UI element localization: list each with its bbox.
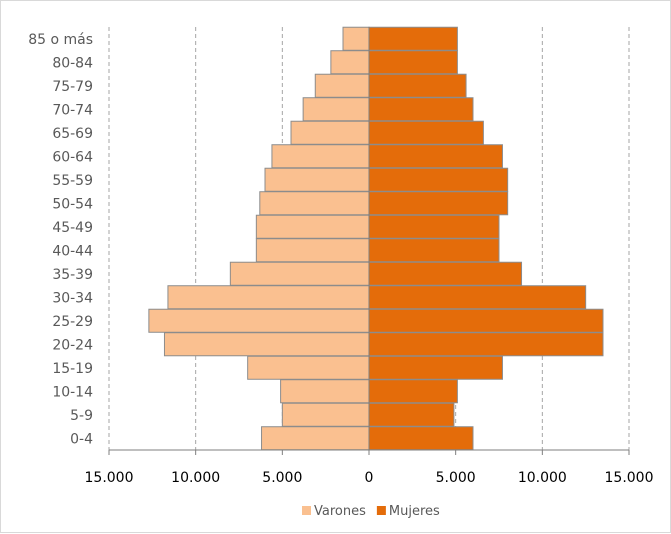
bar-mujeres-35-39	[368, 261, 523, 286]
varones-bars	[148, 26, 370, 451]
bar-varones-65-69	[290, 120, 370, 145]
x-tick-label: 10.000	[171, 470, 220, 486]
bar-mujeres-70-74	[368, 97, 474, 122]
category-label: 35-39	[52, 267, 93, 283]
category-label: 0-4	[70, 431, 93, 447]
bar-varones-25-29	[148, 308, 370, 333]
bar-mujeres-10-14	[368, 379, 458, 404]
category-label: 45-49	[52, 220, 93, 236]
category-label: 85 o más	[28, 32, 93, 48]
category-label: 50-54	[52, 196, 93, 212]
category-label: 25-29	[52, 314, 93, 330]
bar-varones-35-39	[229, 261, 370, 286]
category-label: 15-19	[52, 361, 93, 377]
category-label: 60-64	[52, 149, 93, 165]
bar-mujeres-15-19	[368, 355, 503, 380]
bar-varones-40-44	[255, 238, 370, 263]
bar-mujeres-5-9	[368, 402, 455, 427]
bar-varones-20-24	[163, 332, 370, 357]
bar-varones-60-64	[271, 144, 370, 169]
mujeres-bars	[368, 26, 604, 451]
bar-varones-30-34	[167, 285, 370, 310]
bar-varones-10-14	[280, 379, 370, 404]
bar-mujeres-80-84	[368, 50, 458, 75]
category-label: 75-79	[52, 79, 93, 95]
bar-mujeres-0-4	[368, 426, 474, 451]
bar-mujeres-75-79	[368, 73, 467, 98]
bar-varones-0-4	[261, 426, 370, 451]
category-label: 80-84	[52, 55, 93, 71]
category-labels: 0-4 5-9 10-14 15-19 20-24 25-29 30-34 35-39 40-4…	[28, 32, 93, 448]
x-tick-label: 10.000	[518, 470, 567, 486]
bar-varones-85-o-más	[342, 26, 370, 51]
x-tick-label: 5.000	[262, 470, 302, 486]
category-label: 30-34	[52, 290, 93, 306]
bar-varones-50-54	[259, 191, 370, 216]
axes	[108, 27, 630, 455]
bar-mujeres-30-34	[368, 285, 587, 310]
legend-label-varones: Varones	[314, 504, 366, 519]
category-label: 20-24	[52, 337, 93, 353]
legend-label-mujeres: Mujeres	[389, 504, 440, 519]
x-tick-label: 0	[365, 470, 374, 486]
x-tick-label: 15.000	[605, 470, 654, 486]
bar-varones-80-84	[330, 50, 370, 75]
bar-mujeres-55-59	[368, 167, 509, 192]
bar-varones-55-59	[264, 167, 370, 192]
bar-mujeres-25-29	[368, 308, 604, 333]
category-label: 65-69	[52, 126, 93, 142]
bar-mujeres-40-44	[368, 238, 500, 263]
category-label: 70-74	[52, 102, 93, 118]
legend: Varones Mujeres	[302, 504, 440, 519]
legend-swatch-mujeres	[376, 506, 386, 515]
bar-mujeres-85-o-más	[368, 26, 458, 51]
bar-mujeres-20-24	[368, 332, 604, 357]
bar-varones-45-49	[255, 214, 370, 239]
x-tick-label: 5.000	[436, 470, 476, 486]
x-tick-label: 15.000	[85, 470, 134, 486]
category-label: 40-44	[52, 243, 93, 259]
category-label: 55-59	[52, 173, 93, 189]
x-tick-labels: 15.000 10.000 5.000 0 5.000 10.000 15.000	[85, 470, 654, 486]
bar-varones-5-9	[281, 402, 370, 427]
category-label: 10-14	[52, 384, 93, 400]
bar-mujeres-65-69	[368, 120, 484, 145]
bar-varones-70-74	[302, 97, 370, 122]
category-label: 5-9	[70, 408, 93, 424]
bar-mujeres-50-54	[368, 191, 509, 216]
bar-mujeres-60-64	[368, 144, 503, 169]
legend-swatch-varones	[302, 506, 311, 515]
bar-mujeres-45-49	[368, 214, 500, 239]
bar-varones-75-79	[314, 73, 370, 98]
bar-varones-15-19	[247, 355, 370, 380]
